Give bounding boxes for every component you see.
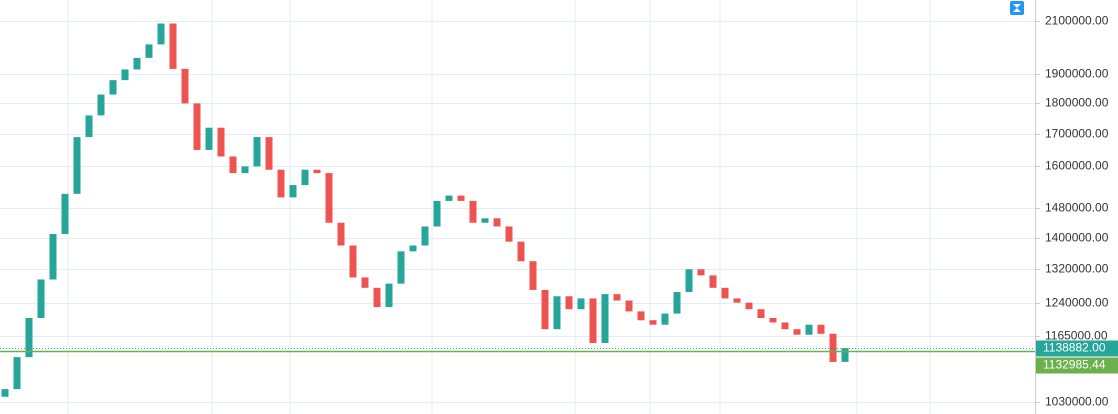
candle-body (325, 173, 333, 223)
candle-body (289, 185, 297, 198)
candle-body (745, 302, 753, 310)
candle-body (721, 287, 729, 299)
candle-body (433, 200, 441, 227)
candle-body (793, 329, 801, 335)
candle-body (649, 320, 657, 325)
candle-body (253, 137, 261, 167)
candle-body (349, 245, 357, 278)
y-tick-label: 1165000.00 (1045, 329, 1108, 343)
candle-body (409, 245, 417, 252)
scroll-icon (1013, 4, 1021, 12)
y-tick-label: 2100000.00 (1045, 14, 1109, 28)
scroll-button[interactable] (1010, 1, 1024, 15)
candle-body (385, 283, 393, 308)
y-tick-label: 1240000.00 (1045, 296, 1109, 310)
candle-body (265, 137, 273, 170)
candle-body (733, 298, 741, 303)
candle-body (193, 103, 201, 150)
candle-body (229, 156, 237, 174)
candle-body (841, 348, 849, 362)
candle-body (529, 261, 537, 290)
candle-body (157, 23, 165, 45)
candle-body (241, 166, 249, 174)
candle-body (445, 195, 453, 201)
y-tick-label: 1480000.00 (1045, 201, 1109, 215)
candle-body (73, 137, 81, 194)
price-label: 1138882.00 (1043, 341, 1106, 355)
candle-body (517, 241, 525, 262)
candle-body (37, 279, 45, 319)
y-tick-label: 1400000.00 (1045, 231, 1109, 245)
y-tick-label: 1030000.00 (1045, 395, 1109, 409)
candle-body (181, 68, 189, 104)
candle-body (361, 277, 369, 288)
time-grid (0, 0, 1035, 414)
candle-body (1, 389, 9, 397)
candle-body (697, 269, 705, 276)
candle-body (205, 127, 213, 150)
candle-body (49, 233, 57, 280)
candle-body (757, 309, 765, 319)
candle-body (217, 127, 225, 157)
y-tick-label: 1700000.00 (1045, 127, 1109, 141)
candle-body (577, 298, 585, 310)
y-tick-label: 1600000.00 (1045, 159, 1109, 173)
candle-body (541, 289, 549, 330)
candle-body (769, 318, 777, 323)
candle-body (493, 218, 501, 227)
candle-body (13, 357, 21, 390)
candle-body (301, 169, 309, 186)
candle-body (709, 275, 717, 288)
candle-body (565, 296, 573, 310)
candle-body (505, 226, 513, 242)
price-label: 1132985.44 (1043, 358, 1106, 372)
candle-body (553, 296, 561, 330)
candle-body (817, 324, 825, 334)
y-tick-label: 1320000.00 (1045, 262, 1109, 276)
candle-body (421, 226, 429, 246)
candle-body (457, 195, 465, 201)
candle-body (805, 324, 813, 335)
candle-body (121, 69, 129, 81)
candle-body (661, 313, 669, 325)
candle-body (613, 294, 621, 301)
candle-body (169, 23, 177, 69)
candle-body (313, 169, 321, 174)
candle-body (781, 322, 789, 330)
candle-body (25, 318, 33, 358)
candle-body (373, 287, 381, 308)
candle-body (85, 115, 93, 138)
candle-body (673, 292, 681, 314)
candle-body (589, 298, 597, 343)
candle-body (97, 94, 105, 116)
price-label-bg (1036, 340, 1118, 357)
candle-body (481, 218, 489, 223)
candle-body (829, 333, 837, 362)
candle-body (625, 300, 633, 312)
candle-body (397, 251, 405, 284)
candle-body (337, 222, 345, 246)
candle-body (601, 294, 609, 343)
candle-body (133, 57, 141, 70)
y-tick-label: 1900000.00 (1045, 67, 1109, 81)
candle-body (61, 193, 69, 234)
y-tick-label: 1800000.00 (1045, 96, 1109, 110)
candle-body (109, 80, 117, 95)
candle-body (469, 200, 477, 223)
price-label-bg (1036, 357, 1118, 374)
candle-body (637, 311, 645, 321)
candle-body (145, 44, 153, 58)
candle-body (277, 169, 285, 198)
candle-body (685, 269, 693, 293)
